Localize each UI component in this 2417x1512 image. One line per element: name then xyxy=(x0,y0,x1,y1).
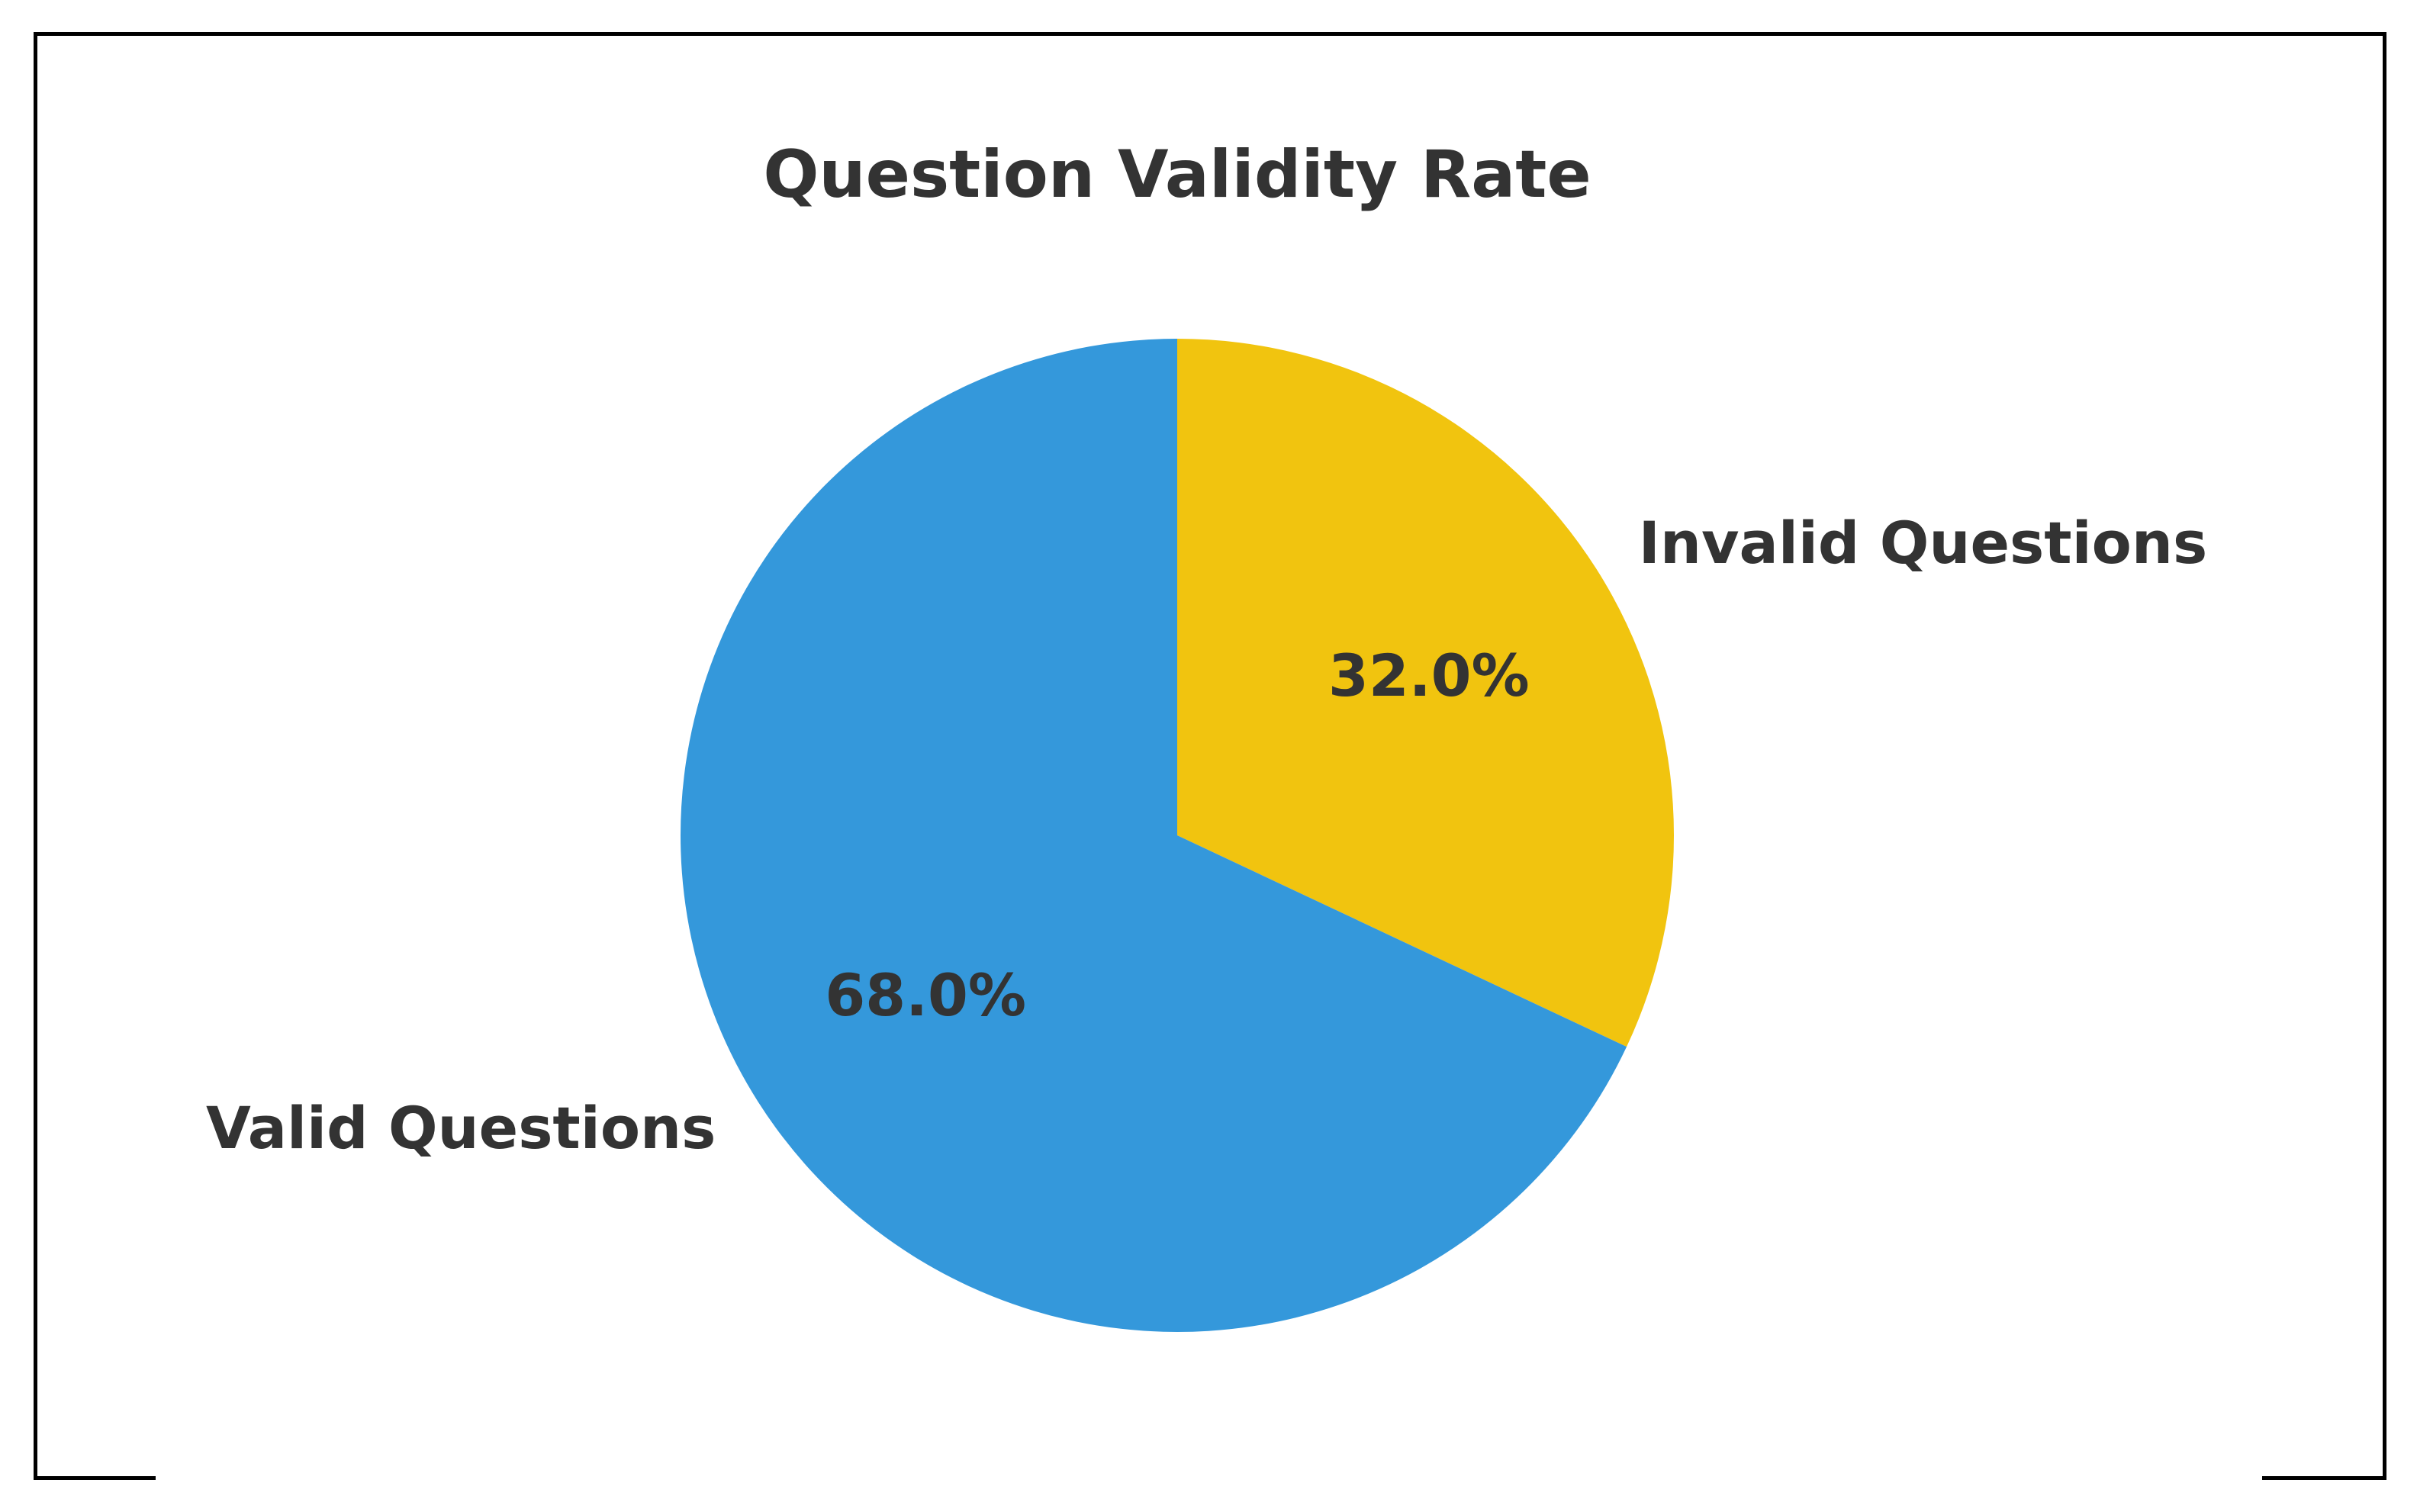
slice-label-valid-questions: Valid Questions xyxy=(206,1094,716,1162)
slice-label-invalid-questions: Invalid Questions xyxy=(1639,509,2208,577)
pie-slices xyxy=(680,338,1674,1332)
pie-slice-invalid-questions xyxy=(1177,339,1674,1047)
pct-label-valid-questions: 68.0% xyxy=(825,961,1026,1029)
chart-title: Question Validity Rate xyxy=(763,137,1591,213)
pie-labels: 32.0% Invalid Questions 68.0% Valid Questio… xyxy=(206,509,2207,1162)
pct-label-invalid-questions: 32.0% xyxy=(1328,642,1530,709)
frame-bottom-gap xyxy=(156,1476,2262,1480)
pie-slice-valid-questions xyxy=(680,338,1627,1332)
